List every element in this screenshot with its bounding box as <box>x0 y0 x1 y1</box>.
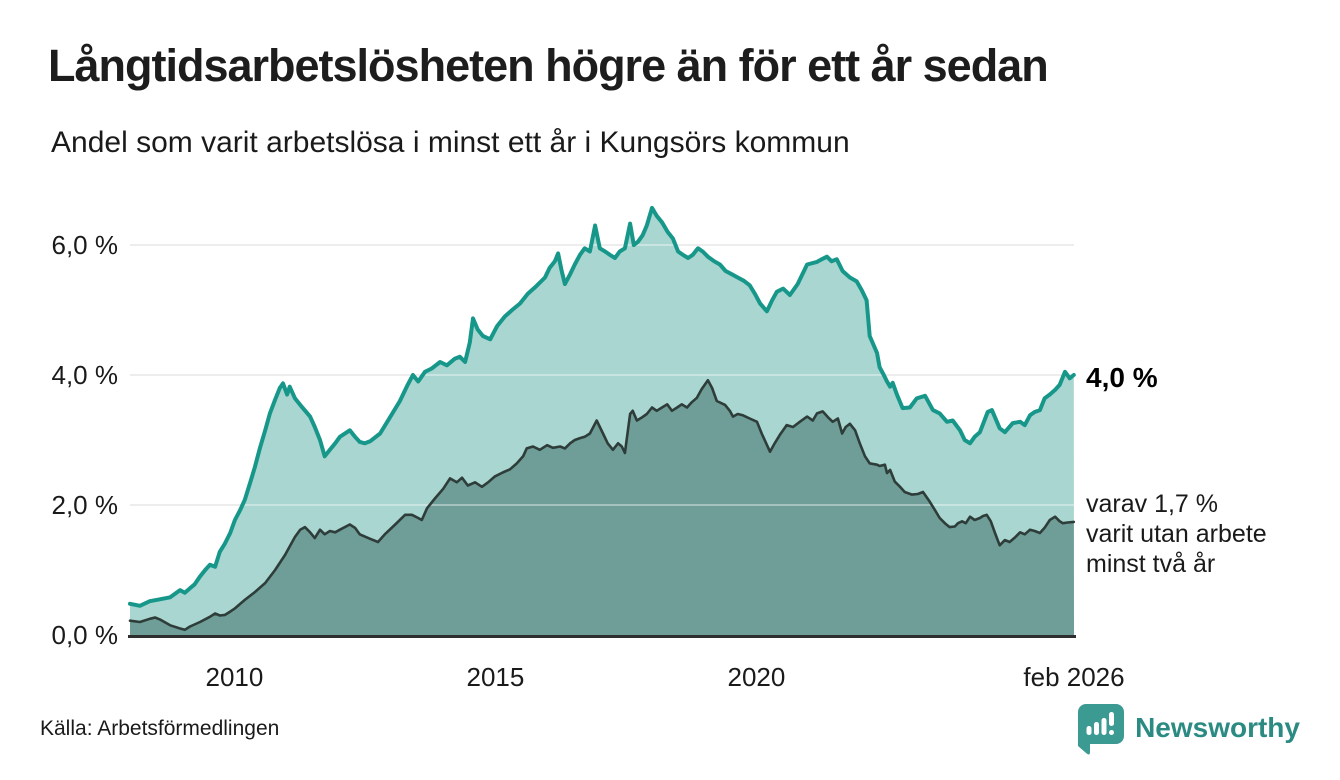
y-tick-label: 6,0 % <box>51 230 119 260</box>
x-axis: 2010 2015 2020 feb 2026 <box>0 662 1340 696</box>
x-tick-label: feb 2026 <box>1023 662 1125 692</box>
two-years-line-2: varit utan arbete <box>1086 520 1267 548</box>
y-tick-label: 2,0 % <box>51 490 119 520</box>
two-years-line-3: minst två år <box>1086 550 1216 578</box>
y-tick-label: 0,0 % <box>51 620 119 650</box>
y-tick-label: 4,0 % <box>51 360 119 390</box>
source-note: Källa: Arbetsförmedlingen <box>40 717 280 740</box>
brand-name: Newsworthy <box>1135 712 1300 743</box>
two-years-line-1: varav 1,7 % <box>1086 490 1219 518</box>
y-axis: 0,0 % 2,0 % 4,0 % 6,0 % <box>0 0 119 780</box>
x-tick-label: 2020 <box>727 662 786 692</box>
newsworthy-brand: Newsworthy <box>1078 704 1300 761</box>
series-end-label-two-years: varav 1,7 % varit utan arbete minst två … <box>1086 489 1267 579</box>
newsworthy-logo-icon <box>1078 704 1125 761</box>
chart-subtitle: Andel som varit arbetslösa i minst ett å… <box>51 126 850 159</box>
series-end-label-total: 4,0 % <box>1086 362 1158 393</box>
page-title: Långtidsarbetslösheten högre än för ett … <box>48 40 1049 91</box>
x-tick-label: 2010 <box>205 662 264 692</box>
x-tick-label: 2015 <box>466 662 525 692</box>
